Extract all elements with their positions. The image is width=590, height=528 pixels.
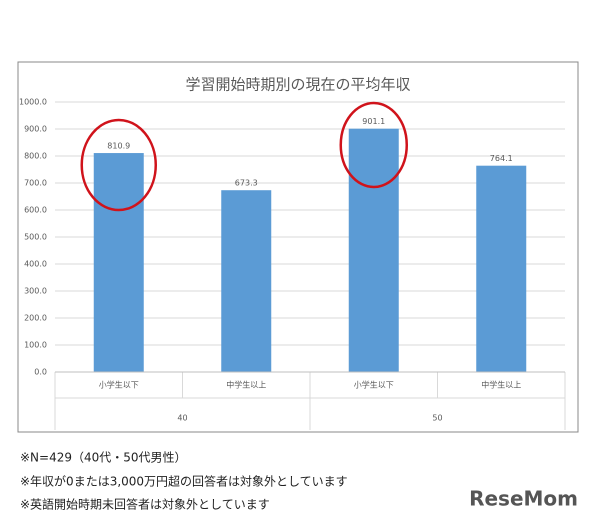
note: ※N=429（40代・50代男性） [20,451,187,465]
group-label: 50 [432,414,442,423]
y-tick-label: 900.0 [24,125,47,134]
y-tick-label: 100.0 [24,341,47,350]
data-label: 673.3 [235,179,258,188]
note: ※年収が0または3,000万円超の回答者は対象外としています [20,474,348,489]
logo: ReseMom [469,487,578,511]
chart-title: 学習開始時期別の現在の平均年収 [185,76,410,94]
y-tick-label: 400.0 [24,260,47,269]
data-label: 810.9 [107,142,130,151]
y-tick-label: 1000.0 [19,98,47,107]
highlight-circle [80,118,157,212]
data-label: 764.1 [490,154,513,163]
bar [476,165,527,372]
x-tick-label: 小学生以下 [99,380,139,390]
y-tick-label: 200.0 [24,314,47,323]
highlight-circle [339,101,408,189]
y-tick-label: 600.0 [24,206,47,215]
y-tick-label: 700.0 [24,179,47,188]
x-tick-label: 小学生以下 [354,380,394,390]
y-tick-label: 500.0 [24,233,47,242]
bar [348,128,399,372]
bar [221,190,272,372]
y-tick-label: 300.0 [24,287,47,296]
y-tick-label: 800.0 [24,152,47,161]
group-label: 40 [177,414,187,423]
data-label: 901.1 [362,117,385,126]
note: ※英語開始時期未回答者は対象外としています [20,497,270,512]
bar [93,153,144,372]
x-tick-label: 中学生以上 [481,380,521,390]
x-tick-label: 中学生以上 [226,380,266,390]
y-tick-label: 0.0 [34,368,47,377]
